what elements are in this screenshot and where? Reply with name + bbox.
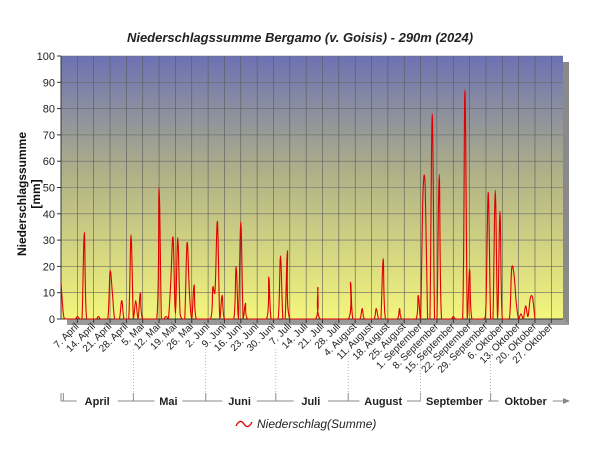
y-tick-label: 70 <box>43 130 55 142</box>
month-label-bg <box>76 394 118 408</box>
month-label-bg <box>222 394 257 408</box>
month-label: Oktober <box>505 396 548 408</box>
y-tick-label: 90 <box>43 77 55 89</box>
month-label-bg <box>420 394 489 408</box>
y-tick-label: 0 <box>49 314 55 326</box>
legend: Niederschlag(Summe) <box>235 416 376 432</box>
month-label-bg <box>293 394 329 408</box>
month-band-arrow <box>563 398 570 404</box>
chart-title: Niederschlagssumme Bergamo (v. Goisis) -… <box>126 30 474 45</box>
y-tick-label: 20 <box>43 261 55 273</box>
month-label-bg <box>359 394 408 408</box>
month-label: Mai <box>159 396 177 408</box>
plot-floor-shadow <box>67 319 569 325</box>
y-tick-label: 100 <box>37 51 55 63</box>
y-tick-label: 10 <box>43 288 55 300</box>
y-tick-label: 60 <box>43 156 55 168</box>
y-tick-label: 50 <box>43 183 55 195</box>
y-tick-label: 80 <box>43 104 55 116</box>
month-label-bg <box>154 394 183 408</box>
month-label: Juni <box>228 396 251 408</box>
legend-swatch <box>235 420 253 428</box>
y-tick-label: 30 <box>43 235 55 247</box>
month-label: April <box>85 396 110 408</box>
plot-side-shadow <box>563 62 569 325</box>
series-line <box>60 89 536 320</box>
month-label-bg <box>498 394 553 408</box>
y-tick-label: 40 <box>43 209 55 221</box>
legend-item-label: Niederschlag(Summe) <box>257 417 377 431</box>
month-label: September <box>426 396 484 408</box>
month-label: August <box>364 396 402 408</box>
month-label: Juli <box>301 396 320 408</box>
